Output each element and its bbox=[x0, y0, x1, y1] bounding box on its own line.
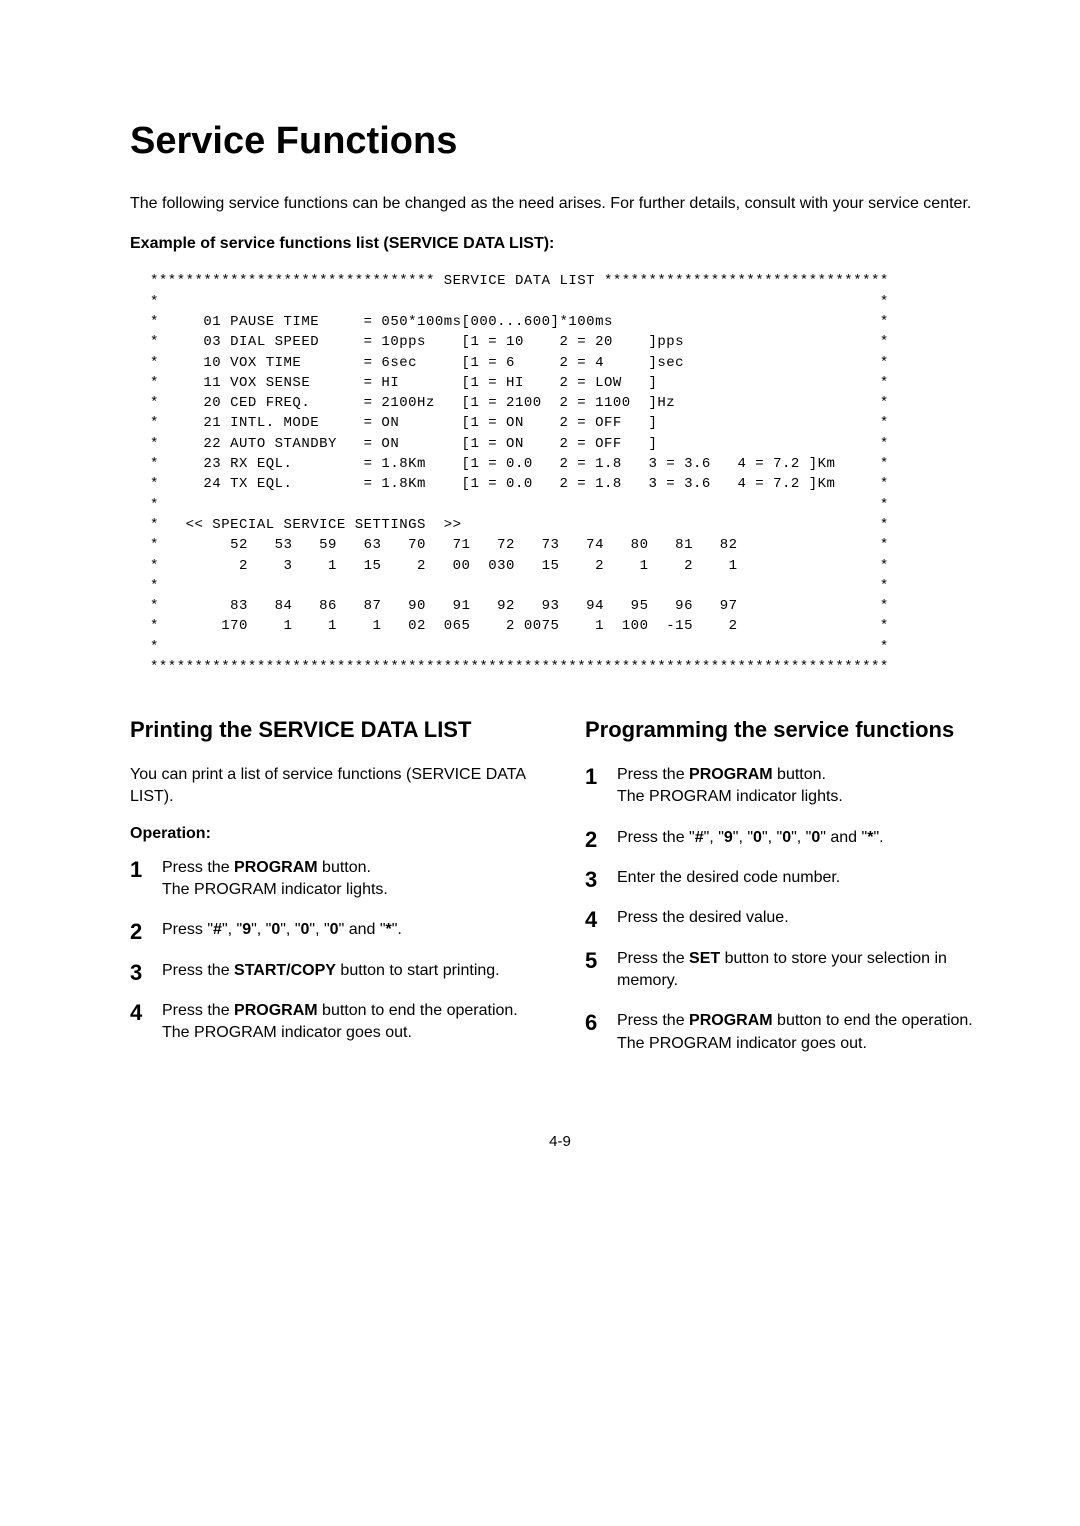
columns: Printing the SERVICE DATA LIST You can p… bbox=[130, 717, 990, 1073]
page-container: Service Functions The following service … bbox=[0, 0, 1080, 1210]
service-data-listing: ******************************** SERVICE… bbox=[150, 271, 990, 677]
left-para: You can print a list of service function… bbox=[130, 764, 535, 809]
left-step: Press the PROGRAM button to end the oper… bbox=[130, 1000, 535, 1045]
right-step: Enter the desired code number. bbox=[585, 867, 990, 889]
left-step: Press "#", "9", "0", "0", "0" and "*". bbox=[130, 919, 535, 941]
intro-text: The following service functions can be c… bbox=[130, 193, 990, 215]
left-heading: Printing the SERVICE DATA LIST bbox=[130, 717, 535, 743]
left-step: Press the PROGRAM button.The PROGRAM ind… bbox=[130, 857, 535, 902]
right-step: Press the SET button to store your selec… bbox=[585, 948, 990, 993]
right-step: Press the "#", "9", "0", "0", "0" and "*… bbox=[585, 827, 990, 849]
right-steps: Press the PROGRAM button.The PROGRAM ind… bbox=[585, 764, 990, 1056]
right-step: Press the desired value. bbox=[585, 907, 990, 929]
page-title: Service Functions bbox=[130, 120, 990, 163]
right-step: Press the PROGRAM button to end the oper… bbox=[585, 1010, 990, 1055]
operation-label: Operation: bbox=[130, 825, 535, 843]
right-heading: Programming the service functions bbox=[585, 717, 990, 743]
page-number: 4-9 bbox=[130, 1133, 990, 1150]
left-step: Press the START/COPY button to start pri… bbox=[130, 960, 535, 982]
right-column: Programming the service functions Press … bbox=[585, 717, 990, 1073]
left-steps: Press the PROGRAM button.The PROGRAM ind… bbox=[130, 857, 535, 1045]
example-heading: Example of service functions list (SERVI… bbox=[130, 235, 990, 253]
right-step: Press the PROGRAM button.The PROGRAM ind… bbox=[585, 764, 990, 809]
left-column: Printing the SERVICE DATA LIST You can p… bbox=[130, 717, 535, 1073]
